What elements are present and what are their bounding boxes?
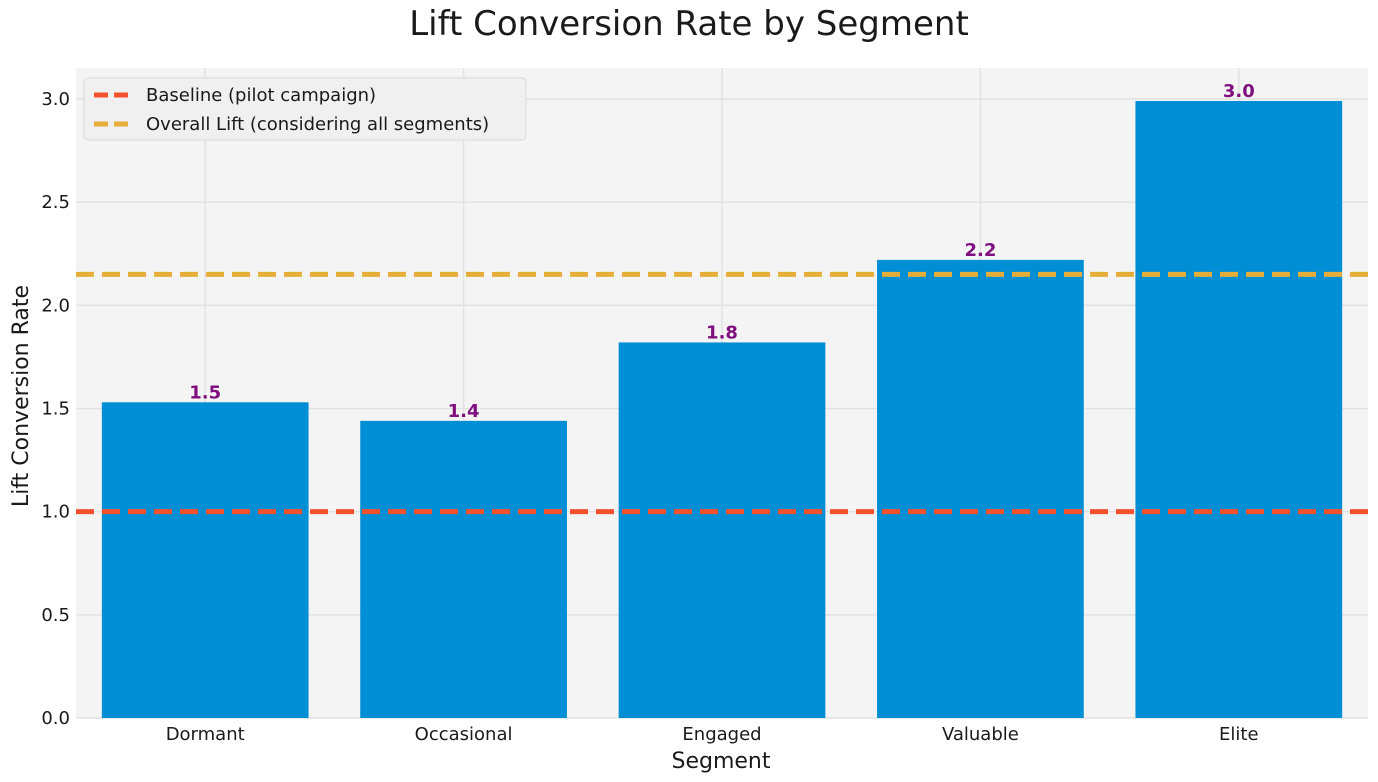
bar-value-label: 2.2 xyxy=(964,240,996,261)
bar-value-label: 3.0 xyxy=(1223,81,1255,102)
y-axis-title: Lift Conversion Rate xyxy=(9,285,34,507)
legend: Baseline (pilot campaign) Overall Lift (c… xyxy=(83,77,527,141)
y-tick-label: 0.0 xyxy=(41,708,70,729)
reference-lines xyxy=(76,271,1368,515)
y-tick-label: 2.5 xyxy=(41,192,70,213)
legend-box xyxy=(83,77,527,141)
x-axis-title: Segment xyxy=(672,749,771,774)
legend-entry-label: Baseline (pilot campaign) xyxy=(146,85,376,106)
bars xyxy=(101,101,1343,719)
legend-entry-label: Overall Lift (considering all segments) xyxy=(146,114,489,135)
bar-value-label: 1.5 xyxy=(189,382,221,403)
y-tick-label: 0.5 xyxy=(41,605,70,626)
bar-value-label: 1.8 xyxy=(706,322,738,343)
axis-ticks: 0.0 0.5 1.0 1.5 2.0 2.5 3.0 Dormant Occasional En… xyxy=(41,89,1258,745)
x-tick-label: Valuable xyxy=(942,724,1019,745)
x-tick-label: Engaged xyxy=(682,724,761,745)
chart-title: Lift Conversion Rate by Segment xyxy=(409,4,969,44)
x-tick-label: Occasional xyxy=(415,724,513,745)
y-tick-label: 3.0 xyxy=(41,89,70,110)
bar-engaged xyxy=(618,342,826,718)
data-labels: 1.5 1.4 1.8 2.2 3.0 xyxy=(189,81,1254,422)
y-tick-label: 2.0 xyxy=(41,295,70,316)
bar-occasional xyxy=(360,420,567,718)
x-tick-label: Dormant xyxy=(166,724,245,745)
bar-dormant xyxy=(101,402,309,718)
x-tick-label: Elite xyxy=(1219,724,1259,745)
bar-valuable xyxy=(877,259,1084,718)
y-tick-label: 1.0 xyxy=(41,502,70,523)
bar-elite xyxy=(1135,101,1343,719)
bar-value-label: 1.4 xyxy=(448,401,480,422)
y-tick-label: 1.5 xyxy=(41,398,70,419)
